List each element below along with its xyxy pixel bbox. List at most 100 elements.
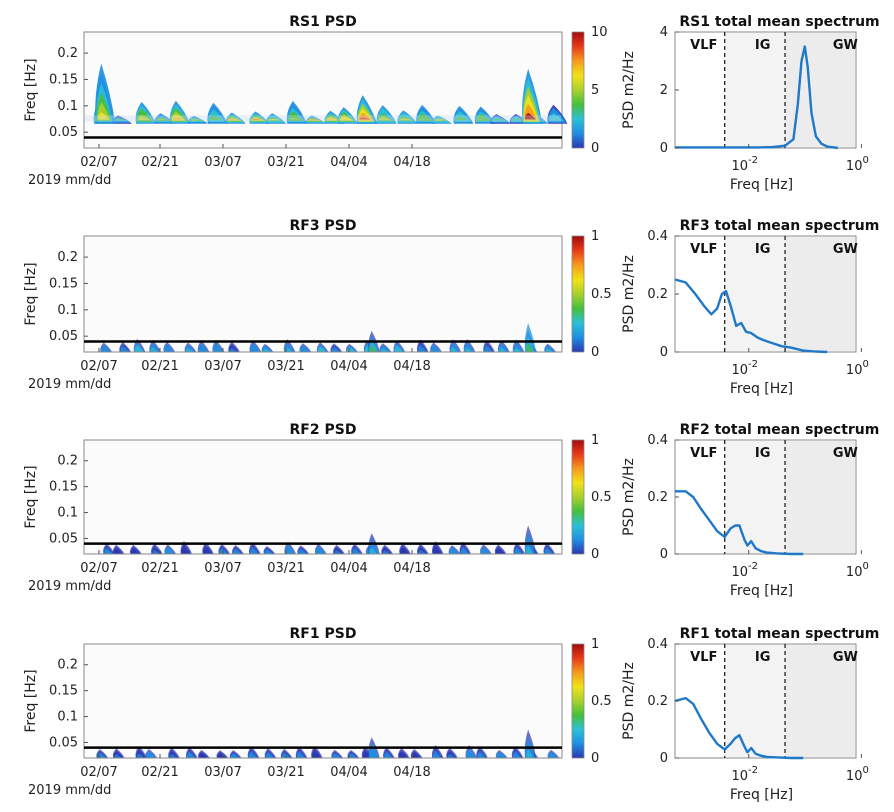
psd-blob (250, 549, 258, 554)
heatmap-title: RF2 PSD (290, 422, 357, 438)
x-axis-label: 2019 mm/dd (28, 783, 111, 798)
psd-blob (332, 754, 340, 758)
x-tick-label: 03/07 (204, 359, 241, 374)
psd-blob (334, 550, 342, 554)
colorbar (571, 31, 585, 149)
psd-blob (300, 348, 308, 352)
y-axis-label: Freq [Hz] (23, 58, 39, 121)
x-tick-label: 03/21 (267, 561, 304, 576)
psd-blob (120, 347, 128, 352)
psd-blob (493, 119, 504, 121)
x-tick-label: 03/07 (204, 155, 241, 170)
psd-blob (363, 753, 370, 758)
colorbar-tick-label: 0 (591, 547, 599, 562)
x-tick-label: 03/21 (267, 155, 304, 170)
spectrum-panel-rf3: 10-2 100 (674, 235, 869, 378)
psd-blob (484, 347, 492, 352)
psd-blob (348, 754, 356, 758)
colorbar-tick-label: 10 (591, 25, 608, 40)
psd-blob (369, 345, 377, 352)
psd-blob (285, 347, 292, 352)
spectrum-title: RS1 total mean spectrum (679, 14, 879, 30)
psd-blob (135, 347, 142, 352)
x-tick-label: 10-2 (731, 765, 758, 784)
psd-blob (213, 347, 221, 352)
heatmap-title: RF3 PSD (290, 218, 357, 234)
spectrum-line (675, 45, 838, 150)
psd-blob (146, 754, 154, 758)
band-label-gw: GW (833, 242, 858, 257)
x-tick-label: 02/21 (141, 359, 178, 374)
colorbar-tick-label: 1 (591, 433, 599, 448)
psd-blob (152, 549, 160, 554)
psd-blob (316, 549, 323, 554)
psd-blob (545, 348, 553, 352)
psd-blob (513, 753, 520, 758)
psd-blob (544, 549, 552, 554)
ig-band-shade (724, 237, 786, 351)
psd-blob (114, 754, 122, 758)
x-tick-label: 04/18 (393, 561, 430, 576)
y-tick-label: 0.05 (49, 125, 78, 140)
psd-blob (382, 550, 390, 554)
psd-blob (514, 549, 522, 554)
y-tick-label: 0.2 (57, 658, 78, 673)
psd-blob (433, 549, 441, 554)
heatmap-frame (83, 643, 563, 759)
psd-blob (165, 550, 173, 554)
psd-blob (285, 549, 293, 554)
psd-blob (101, 348, 109, 352)
x-tick-label: 03/07 (204, 561, 241, 576)
x-tick-label: 04/18 (393, 155, 430, 170)
y-tick-label: 0.2 (57, 454, 78, 469)
psd-blob (460, 549, 468, 554)
y-axis-label: PSD m2/Hz (621, 255, 637, 333)
psd-blob (229, 347, 237, 352)
psd-blob (433, 753, 441, 758)
colorbar-tick-label: 1 (591, 637, 599, 652)
psd-background-band (85, 115, 561, 122)
x-tick-label: 100 (846, 561, 869, 580)
ig-band-shade (724, 33, 786, 147)
x-tick-label: 02/07 (80, 359, 117, 374)
y-tick-label: 0 (660, 547, 668, 562)
psd-blob (352, 549, 360, 554)
psd-blob (104, 549, 112, 554)
x-tick-label: 03/21 (267, 359, 304, 374)
psd-blob (384, 753, 392, 758)
y-tick-label: 0.05 (49, 531, 78, 546)
psd-blob (97, 111, 109, 120)
psd-blob (514, 347, 521, 352)
y-tick-label: 0.15 (49, 480, 78, 495)
y-tick-label: 2 (660, 83, 668, 98)
y-tick-label: 0.05 (49, 735, 78, 750)
heatmap-frame (83, 235, 563, 353)
psd-blob (465, 347, 472, 352)
psd-blob (399, 753, 407, 758)
psd-blob (289, 118, 301, 120)
y-tick-label: 0.4 (647, 433, 668, 448)
y-axis-label: Freq [Hz] (23, 262, 39, 325)
colorbar-tick-label: 0 (591, 141, 599, 156)
y-axis-label: Freq [Hz] (23, 669, 39, 732)
x-tick-label: 02/21 (141, 155, 178, 170)
psd-blob (418, 347, 426, 352)
psd-blob (499, 347, 507, 352)
psd-blob (496, 550, 503, 554)
psd-blob (157, 119, 169, 121)
band-label-ig: IG (755, 242, 771, 257)
colorbar (571, 439, 585, 555)
band-label-gw: GW (833, 650, 858, 665)
band-label-vlf: VLF (690, 38, 717, 53)
y-tick-label: 4 (660, 25, 668, 40)
y-axis-label: Freq [Hz] (23, 465, 39, 528)
y-tick-label: 0.2 (57, 46, 78, 61)
y-tick-label: 0.15 (49, 276, 78, 291)
psd-blob (512, 119, 524, 121)
y-tick-label: 0.4 (647, 637, 668, 652)
colorbar-tick-label: 5 (591, 83, 599, 98)
x-tick-label: 10-2 (731, 155, 758, 174)
psd-blob (481, 550, 489, 554)
gw-band-shade (785, 33, 855, 147)
